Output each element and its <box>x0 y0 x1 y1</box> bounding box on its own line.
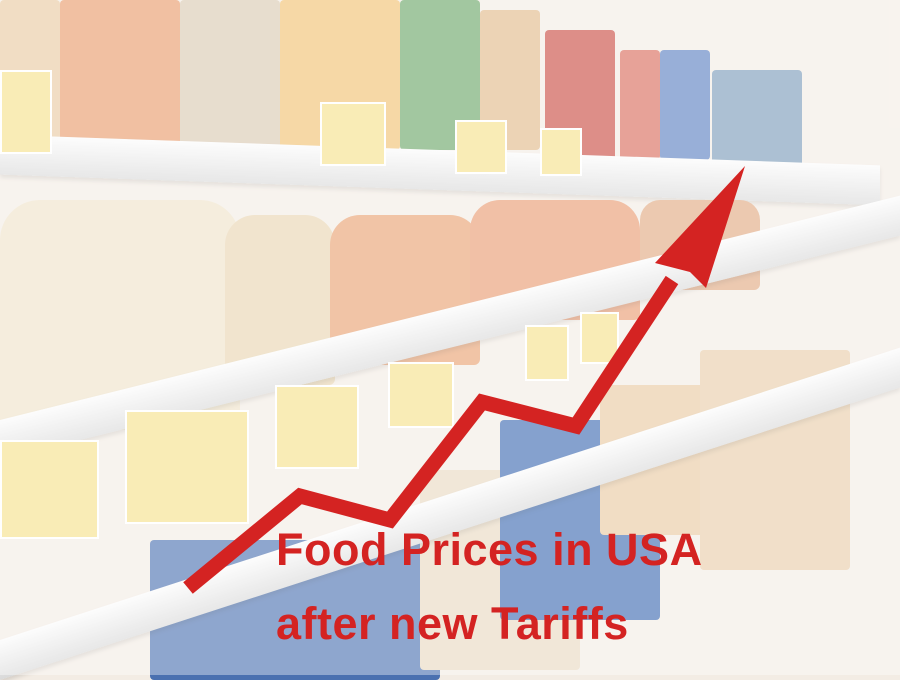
product-package <box>180 0 280 160</box>
price-tag <box>455 120 507 174</box>
price-tag <box>125 410 249 524</box>
product-package <box>660 50 710 160</box>
price-tag <box>540 128 582 176</box>
price-tag <box>388 362 454 428</box>
price-tag <box>0 440 99 539</box>
arrow-head-icon <box>655 166 745 288</box>
price-tag <box>580 312 619 364</box>
caption-line-2: after new Tariffs <box>276 598 629 649</box>
price-tag <box>275 385 359 469</box>
product-package <box>60 0 180 155</box>
price-tag <box>0 70 52 154</box>
product-package <box>620 50 660 160</box>
price-tag <box>320 102 386 166</box>
caption-line-1: Food Prices in USA <box>276 524 703 575</box>
product-package <box>712 70 802 170</box>
arrow-shaft <box>183 275 679 594</box>
price-tag <box>525 325 569 381</box>
